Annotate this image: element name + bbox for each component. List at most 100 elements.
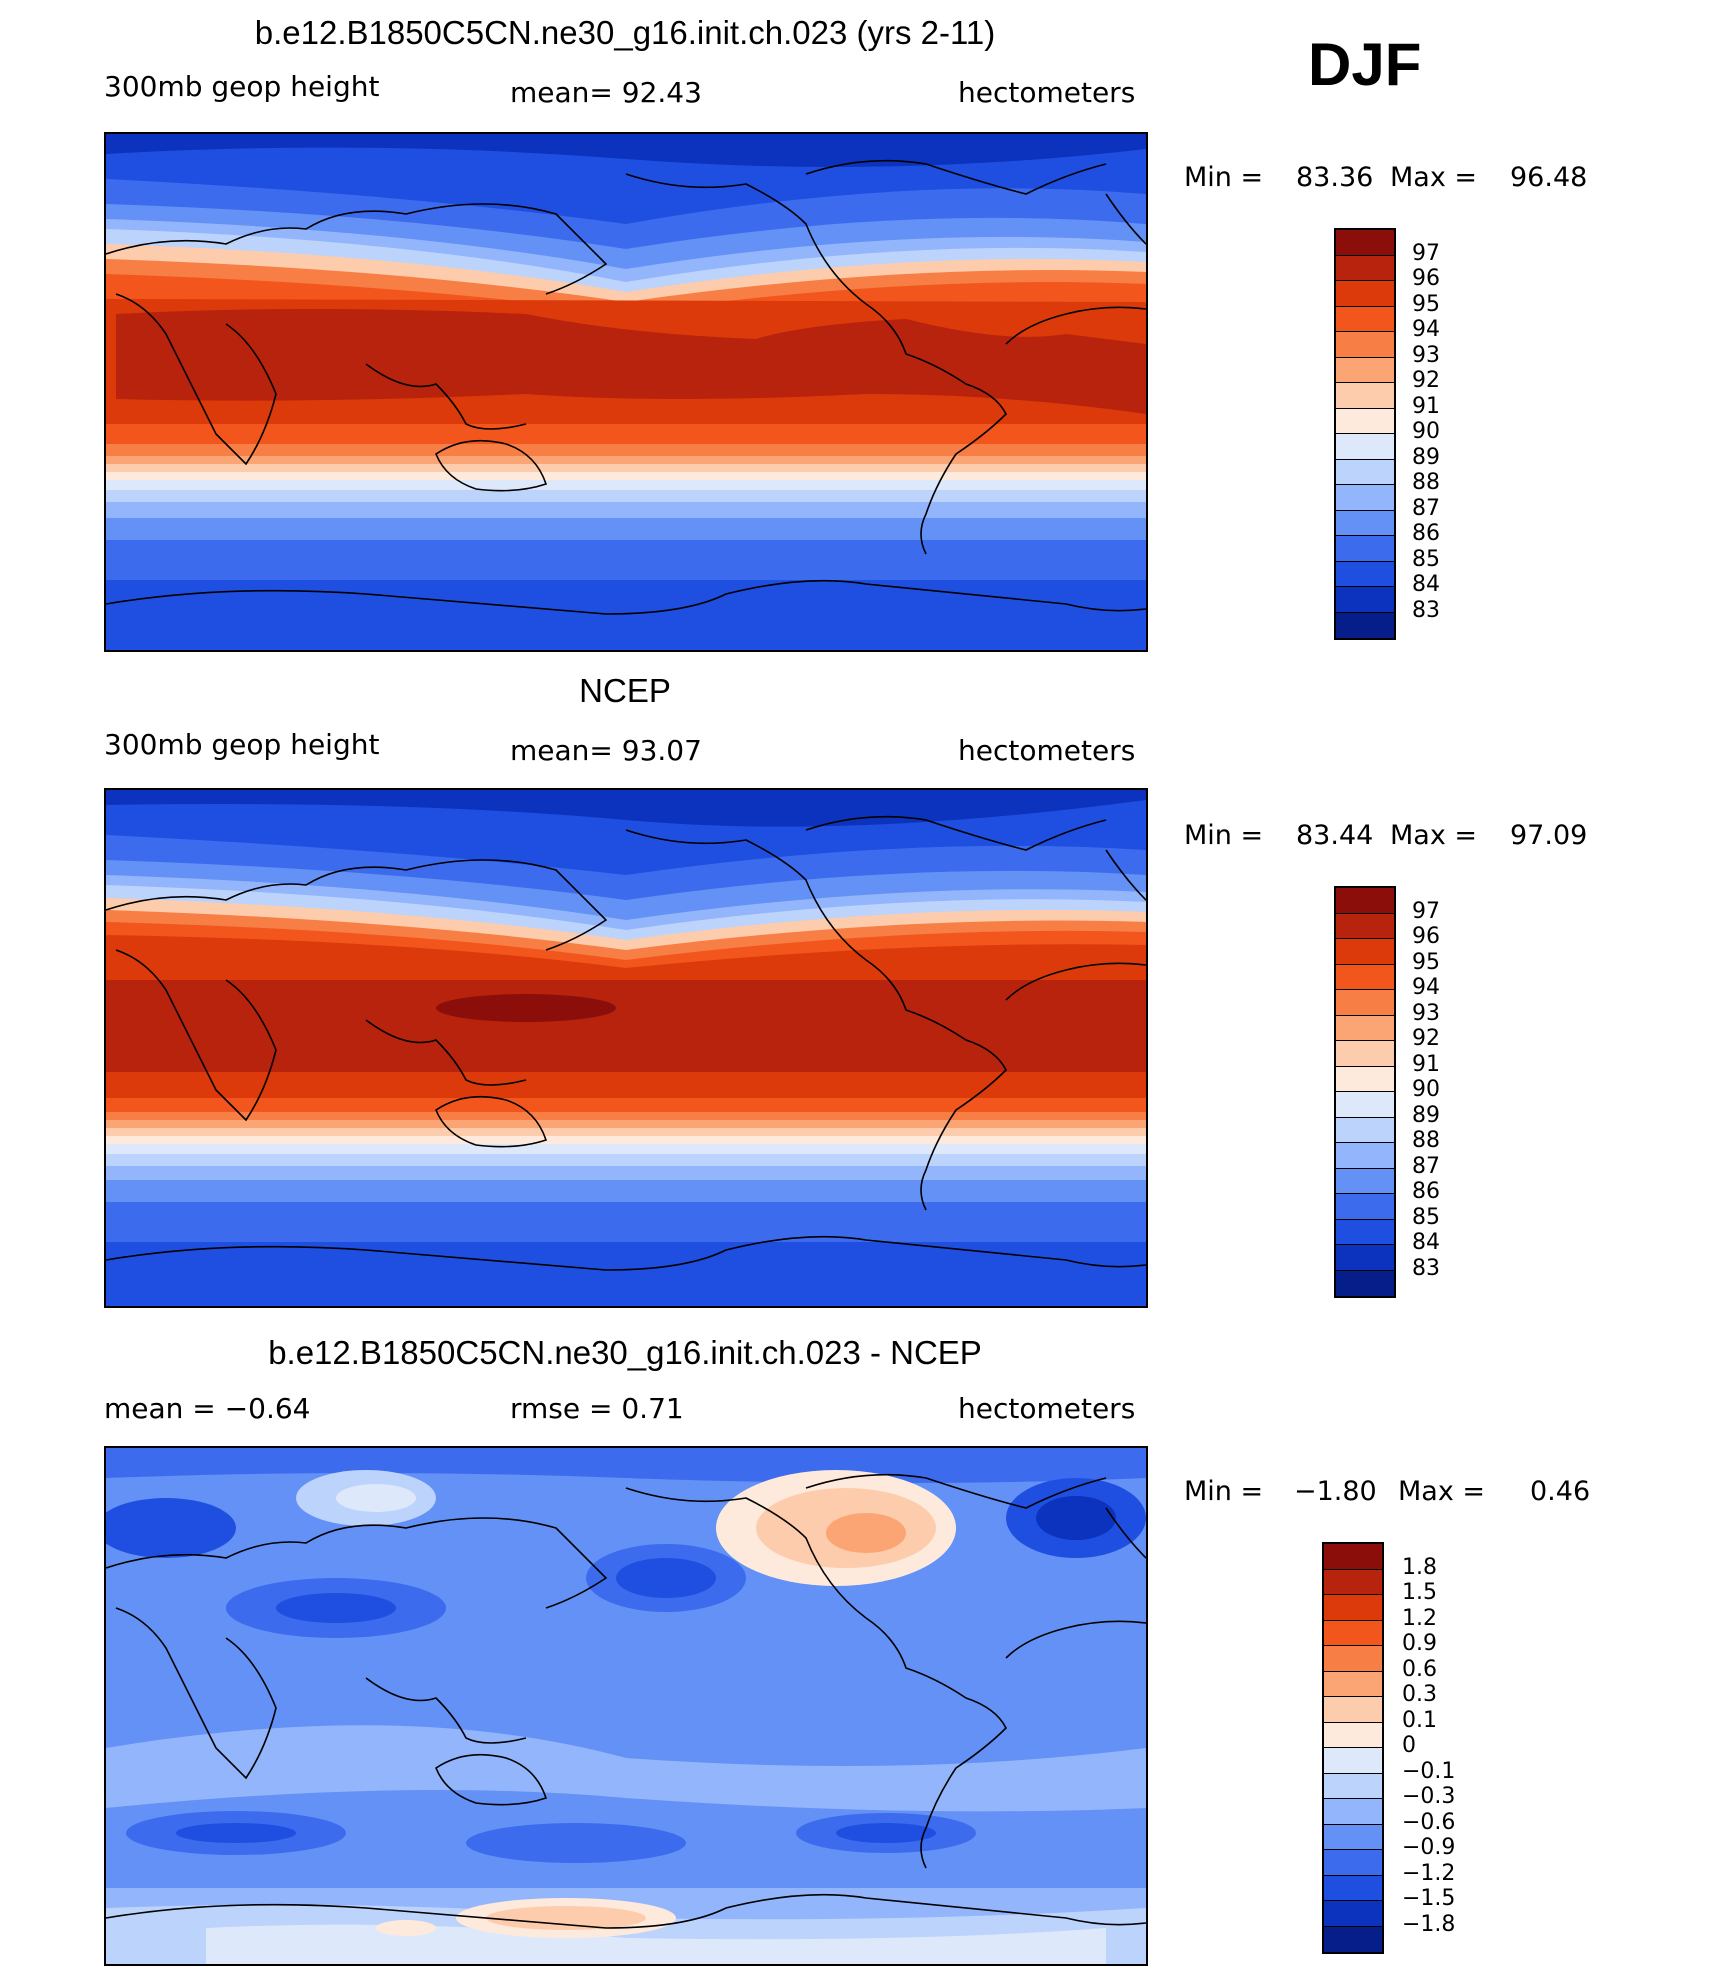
colorbar-swatch [1336, 1168, 1394, 1194]
colorbar-tick-label: 1.8 [1402, 1554, 1437, 1580]
colorbar-swatch [1336, 1219, 1394, 1245]
colorbar-tick-label: −1.2 [1402, 1860, 1456, 1886]
colorbar-swatch [1336, 1092, 1394, 1118]
colorbar-swatch [1336, 990, 1394, 1016]
colorbar-tick-label: 95 [1412, 291, 1440, 317]
colorbar-tick-label: 84 [1412, 572, 1440, 597]
colorbar-tick-label: 0.6 [1402, 1656, 1437, 1682]
colorbar-tick-label: −0.9 [1402, 1835, 1456, 1860]
colorbar-swatch [1336, 612, 1394, 638]
colorbar-swatch [1336, 913, 1394, 939]
colorbar-swatch [1336, 1117, 1394, 1143]
colorbar-obs [1334, 886, 1396, 1298]
colorbar-swatch [1324, 1544, 1382, 1570]
colorbar-tick-label: 0.1 [1402, 1707, 1437, 1733]
colorbar-swatch [1336, 306, 1394, 332]
colorbar-tick-label: 97 [1412, 898, 1440, 924]
colorbar-tick-label: 1.2 [1402, 1605, 1437, 1631]
contour-map-obs [106, 790, 1146, 1306]
colorbar-tick-label: 83 [1412, 597, 1440, 623]
colorbar-swatch [1336, 459, 1394, 485]
colorbar-tick-label: 92 [1412, 1026, 1440, 1051]
colorbar-tick-label: 87 [1412, 1153, 1440, 1179]
min-label-diff: Min = [1184, 1476, 1264, 1507]
colorbar-tick-label: 94 [1412, 317, 1440, 342]
units-label-model: hectometers [958, 76, 1136, 109]
max-value-diff: 0.46 [1530, 1476, 1591, 1507]
colorbar-tick-label: 86 [1412, 521, 1440, 546]
field-label-obs: 300mb geop height [104, 728, 380, 761]
colorbar-swatch [1336, 1041, 1394, 1067]
map-panel-obs [104, 788, 1148, 1308]
colorbar-swatch [1336, 536, 1394, 562]
colorbar-tick-label: 88 [1412, 1128, 1440, 1153]
colorbar-swatch [1336, 1245, 1394, 1271]
colorbar-swatch [1324, 1799, 1382, 1825]
colorbar-tick-label: −0.6 [1402, 1809, 1456, 1835]
colorbar-tick-label: 91 [1412, 1051, 1440, 1077]
contour-map-diff [106, 1448, 1146, 1964]
colorbar-swatch [1324, 1824, 1382, 1850]
colorbar-swatch [1336, 281, 1394, 307]
colorbar-tick-label: 86 [1412, 1179, 1440, 1204]
colorbar-swatch [1336, 408, 1394, 434]
colorbar-swatch [1324, 1850, 1382, 1876]
max-label-model: Max = [1390, 162, 1478, 193]
colorbar-tick-label: −1.5 [1402, 1886, 1456, 1911]
map-panel-model [104, 132, 1148, 652]
season-label: DJF [1308, 31, 1422, 98]
colorbar-tick-label: 0.3 [1402, 1682, 1437, 1707]
colorbar-diff [1322, 1542, 1384, 1954]
min-value-diff: −1.80 [1294, 1476, 1377, 1507]
colorbar-labels-model: 97 96 95 94 93 92 91 90 89 88 87 86 85 84 83 [1412, 228, 1492, 640]
colorbar-swatch [1336, 1015, 1394, 1041]
colorbar-swatch [1336, 587, 1394, 613]
colorbar-swatch [1336, 383, 1394, 409]
colorbar-swatch [1336, 434, 1394, 460]
colorbar-tick-label: 90 [1412, 419, 1440, 444]
colorbar-tick-label: 0 [1402, 1733, 1416, 1758]
panel-title-obs: NCEP [579, 672, 671, 709]
colorbar-tick-label: 94 [1412, 975, 1440, 1000]
map-panel-diff [104, 1446, 1148, 1966]
field-label-model: 300mb geop height [104, 70, 380, 103]
colorbar-swatch [1324, 1620, 1382, 1646]
colorbar-tick-label: 92 [1412, 368, 1440, 393]
colorbar-swatch [1324, 1671, 1382, 1697]
colorbar-tick-label: 89 [1412, 444, 1440, 470]
max-label-obs: Max = [1390, 820, 1478, 851]
colorbar-swatch [1324, 1926, 1382, 1952]
colorbar-model [1334, 228, 1396, 640]
colorbar-tick-label: −0.3 [1402, 1784, 1456, 1809]
colorbar-tick-label: 93 [1412, 342, 1440, 368]
colorbar-tick-label: 91 [1412, 393, 1440, 419]
colorbar-swatch [1324, 1569, 1382, 1595]
colorbar-labels-obs: 97 96 95 94 93 92 91 90 89 88 87 86 85 84 83 [1412, 886, 1492, 1298]
colorbar-swatch [1336, 1143, 1394, 1169]
max-label-diff: Max = [1398, 1476, 1486, 1507]
colorbar-tick-label: 96 [1412, 266, 1440, 291]
colorbar-tick-label: 95 [1412, 949, 1440, 975]
colorbar-labels-diff: 1.8 1.5 1.2 0.9 0.6 0.3 0.1 0 −0.1 −0.3 −0.6 −0.9 −1… [1402, 1542, 1492, 1954]
colorbar-swatch [1324, 1646, 1382, 1672]
colorbar-tick-label: 84 [1412, 1230, 1440, 1255]
colorbar-swatch [1336, 1270, 1394, 1296]
colorbar-tick-label: 97 [1412, 240, 1440, 266]
colorbar-swatch [1324, 1773, 1382, 1799]
colorbar-swatch [1336, 510, 1394, 536]
rmse-label-diff: rmse = 0.71 [510, 1392, 684, 1425]
units-label-obs: hectometers [958, 734, 1136, 767]
max-value-model: 96.48 [1510, 162, 1588, 193]
colorbar-swatch [1324, 1595, 1382, 1621]
colorbar-tick-label: 83 [1412, 1255, 1440, 1281]
colorbar-tick-label: −0.1 [1402, 1758, 1456, 1784]
units-label-diff: hectometers [958, 1392, 1136, 1425]
colorbar-tick-label: 88 [1412, 470, 1440, 495]
colorbar-swatch [1324, 1722, 1382, 1748]
colorbar-tick-label: 89 [1412, 1102, 1440, 1128]
colorbar-swatch [1336, 888, 1394, 914]
colorbar-swatch [1324, 1697, 1382, 1723]
colorbar-tick-label: −1.8 [1402, 1911, 1456, 1937]
panel-title-model: b.e12.B1850C5CN.ne30_g16.init.ch.023 (yr… [254, 14, 996, 51]
colorbar-swatch [1336, 561, 1394, 587]
